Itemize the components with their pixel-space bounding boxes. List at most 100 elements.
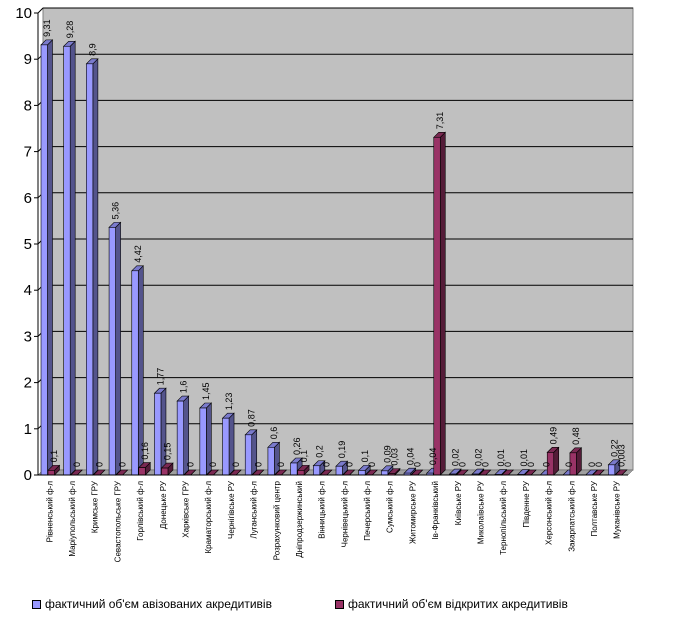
x-category-label: Горлівський ф-л xyxy=(136,481,145,541)
bar-series-1 xyxy=(244,429,258,476)
legend: фактичний об'єм авізованих акредитивів ф… xyxy=(0,597,677,617)
data-label-series-2: 0,16 xyxy=(140,442,150,460)
data-label-series-2: 0 xyxy=(253,462,263,467)
data-label-series-2: 0 xyxy=(322,462,332,467)
data-label-series-2: 0 xyxy=(503,462,513,467)
x-category-label: Тернопільський ф-л xyxy=(499,481,508,555)
bar-series-1 xyxy=(312,460,326,476)
bar-series-1 xyxy=(40,39,54,476)
y-tick-label: 7 xyxy=(24,144,32,161)
y-tick-label: 8 xyxy=(24,97,32,114)
x-category-label: Кримське ГРУ xyxy=(91,480,100,533)
bar-series-2 xyxy=(433,131,446,476)
data-label-series-2: 0,1 xyxy=(299,450,309,463)
data-label-series-1: 0,04 xyxy=(428,448,438,466)
data-label-series-1: 5,36 xyxy=(110,202,120,220)
data-label-series-1: 0,04 xyxy=(405,448,415,466)
y-tick-label: 2 xyxy=(24,375,32,392)
data-label-series-2: 0 xyxy=(117,462,127,467)
x-category-label: Полтавське РУ xyxy=(590,480,599,536)
data-label-series-1: 0,09 xyxy=(383,445,393,463)
x-category-label: Донецьке РУ xyxy=(159,480,168,529)
data-label-series-1: 0,02 xyxy=(473,449,483,467)
data-label-series-2: 0 xyxy=(185,462,195,467)
x-category-label: Закарпатський ф-л xyxy=(567,481,576,552)
data-label-series-2: 0 xyxy=(594,462,604,467)
data-label-series-1: 4,42 xyxy=(133,245,143,263)
x-category-label: Краматорський ф-л xyxy=(204,481,213,554)
bar-series-2 xyxy=(160,462,174,476)
y-tick-label: 4 xyxy=(24,282,32,299)
y-tick-label: 0 xyxy=(24,467,32,484)
data-label-series-1: 0,6 xyxy=(269,427,279,440)
bar-series-1 xyxy=(131,265,144,476)
data-label-series-2: 0,48 xyxy=(571,427,581,445)
bar-series-1 xyxy=(267,441,281,476)
x-category-label: Севастопольське ГРУ xyxy=(113,480,122,562)
bar-series-2 xyxy=(296,464,310,476)
data-label-series-1: 9,28 xyxy=(65,21,75,39)
data-label-series-1: 0,02 xyxy=(451,449,461,467)
legend-label-series-1: фактичний об'єм авізованих акредитивів xyxy=(45,597,272,611)
bar-series-1 xyxy=(85,58,99,476)
data-label-series-2: 0,003 xyxy=(617,444,627,467)
data-label-series-1: 0 xyxy=(564,462,574,467)
data-label-series-1: 0,01 xyxy=(496,449,506,467)
data-label-series-2: 0 xyxy=(367,462,377,467)
x-category-label: Чернівецький ф-л xyxy=(340,481,349,548)
data-label-series-2: 7,31 xyxy=(435,112,445,130)
bar-series-1 xyxy=(176,395,190,476)
legend-swatch-series-2 xyxy=(335,599,344,609)
bar-series-1 xyxy=(108,221,122,476)
bar-series-1 xyxy=(380,465,394,476)
data-label-series-2: 0 xyxy=(231,462,241,467)
x-category-label: Муканівське РУ xyxy=(613,480,622,539)
data-label-series-1: 9,31 xyxy=(42,19,52,37)
data-label-series-2: 0,1 xyxy=(49,450,59,463)
data-label-series-1: 0,87 xyxy=(246,409,256,427)
data-label-series-2: 0 xyxy=(208,462,218,467)
x-category-label: Сумський ф-л xyxy=(386,481,395,533)
x-category-label: Південне РУ xyxy=(522,480,531,527)
data-label-series-2: 0,49 xyxy=(548,427,558,445)
x-category-label: Рівненський ф-л xyxy=(45,481,54,543)
legend-swatch-series-1 xyxy=(32,599,41,609)
y-tick-label: 3 xyxy=(24,328,32,345)
x-category-label: Чернігівське РУ xyxy=(227,480,236,539)
data-label-series-2: 0,03 xyxy=(390,448,400,466)
data-label-series-2: 0 xyxy=(526,462,536,467)
data-label-series-1: 0 xyxy=(541,462,551,467)
gridline-depth xyxy=(37,7,44,14)
data-label-series-2: 0 xyxy=(95,462,105,467)
bar-series-1 xyxy=(335,460,349,476)
x-category-label: Ів-Франківський xyxy=(431,481,440,540)
legend-item-series-2: фактичний об'єм відкритих акредитивів xyxy=(335,597,568,611)
data-label-series-1: 8,9 xyxy=(88,43,98,56)
data-label-series-1: 1,23 xyxy=(224,393,234,411)
data-label-series-2: 0 xyxy=(480,462,490,467)
data-label-series-1: 1,45 xyxy=(201,382,211,400)
y-tick-label: 6 xyxy=(24,190,32,207)
y-tick-label: 10 xyxy=(15,5,32,22)
legend-item-series-1: фактичний об'єм авізованих акредитивів xyxy=(32,597,272,611)
x-category-label: Харківське ГРУ xyxy=(182,480,191,538)
data-label-series-1: 0,19 xyxy=(337,441,347,459)
data-label-series-2: 0 xyxy=(72,462,82,467)
data-label-series-2: 0 xyxy=(276,462,286,467)
y-tick-label: 5 xyxy=(24,236,32,253)
x-category-label: Печерський ф-л xyxy=(363,481,372,541)
x-category-label: Дніпродзержинський xyxy=(295,481,304,558)
data-label-series-2: 0 xyxy=(344,462,354,467)
x-category-label: Розрахунковий центр xyxy=(272,480,281,560)
data-label-series-2: 0 xyxy=(458,462,468,467)
legend-label-series-2: фактичний об'єм відкритих акредитивів xyxy=(348,597,568,611)
bar-series-1 xyxy=(199,402,213,476)
data-label-series-1: 1,6 xyxy=(178,381,188,394)
data-label-series-1: 0,22 xyxy=(610,439,620,457)
bar-series-1 xyxy=(221,412,235,476)
bar-series-2 xyxy=(47,464,61,476)
bar-series-2 xyxy=(546,446,560,476)
data-label-series-1: 1,77 xyxy=(156,368,166,386)
data-label-series-1: 0,1 xyxy=(360,450,370,463)
